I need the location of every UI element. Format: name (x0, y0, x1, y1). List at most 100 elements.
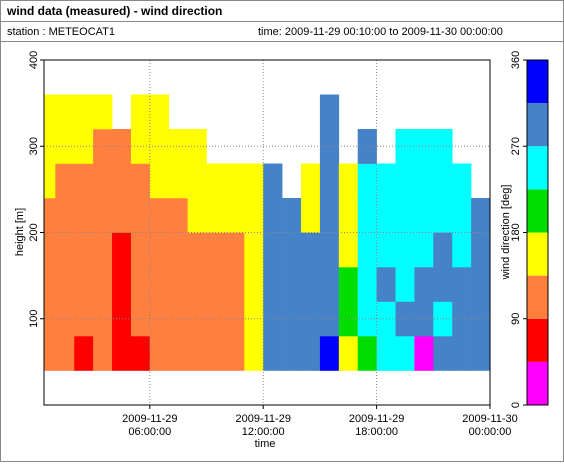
x-axis-label: time (255, 438, 276, 450)
cell (301, 198, 321, 233)
colorbar-band (527, 189, 548, 233)
x-tick-label: 2009-11-29 12:00:00 (235, 413, 290, 438)
colorbar-band (527, 232, 548, 276)
cell (93, 163, 113, 199)
cell (414, 267, 434, 302)
cell (74, 198, 94, 233)
cell (44, 163, 56, 199)
cell (93, 336, 113, 371)
time-range: time: 2009-11-29 00:10:00 to 2009-11-30 … (258, 26, 503, 38)
cell (55, 267, 75, 302)
cell (74, 94, 94, 130)
cell (301, 267, 321, 302)
cell (130, 198, 151, 233)
cell (414, 163, 434, 199)
colorbar-tick-label: 180 (510, 223, 522, 241)
cell (225, 232, 245, 268)
cell (149, 129, 170, 164)
cell (112, 301, 132, 337)
colorbar-label: wind direction [deg] (500, 185, 512, 281)
cell (319, 232, 340, 268)
x-tick-label: 2009-11-29 06:00:00 (122, 413, 177, 438)
cell (149, 301, 170, 337)
cell (55, 336, 75, 371)
cell (357, 163, 377, 199)
cell (282, 198, 302, 233)
colorbar-band (527, 318, 548, 362)
cell (44, 94, 56, 130)
cell (319, 94, 340, 130)
cell (112, 163, 132, 199)
colorbar-band (527, 103, 548, 147)
cell (433, 301, 453, 337)
cell (319, 163, 340, 199)
cell (471, 267, 490, 302)
cell (282, 336, 302, 371)
cell (452, 267, 472, 302)
cell (376, 163, 396, 199)
cell (414, 336, 434, 371)
cell (168, 301, 188, 337)
cell (112, 232, 132, 268)
cell (74, 232, 94, 268)
cell (168, 267, 188, 302)
cell (452, 232, 472, 268)
cell (168, 336, 188, 371)
cell (263, 198, 283, 233)
cell (376, 232, 396, 268)
cell (168, 129, 188, 164)
cell (319, 198, 340, 233)
cell (44, 198, 56, 233)
cell (414, 232, 434, 268)
colorbar-band (527, 146, 548, 190)
cell (376, 336, 396, 371)
cell (319, 336, 340, 371)
cell (357, 267, 377, 302)
x-tick-label: 2009-11-29 18:00:00 (349, 413, 404, 438)
cell (112, 267, 132, 302)
cell (263, 232, 283, 268)
cell (376, 198, 396, 233)
cell (149, 94, 170, 130)
cell (282, 301, 302, 337)
cell (395, 232, 415, 268)
cell (452, 163, 472, 199)
cell (225, 267, 245, 302)
cell (414, 301, 434, 337)
cell (168, 232, 188, 268)
cell (395, 336, 415, 371)
cell (395, 129, 415, 164)
cell (112, 198, 132, 233)
cell (55, 163, 75, 199)
cell (206, 198, 226, 233)
cell (206, 267, 226, 302)
cell (244, 267, 264, 302)
title: wind data (measured) - wind direction (6, 4, 222, 18)
cell (55, 198, 75, 233)
cell (471, 301, 490, 337)
colorbar-band (527, 60, 548, 104)
colorbar-tick-label: 90 (510, 313, 522, 325)
colorbar-band (527, 361, 548, 405)
cell (282, 267, 302, 302)
station: station : METEOCAT1 (7, 26, 115, 38)
cell (55, 129, 75, 164)
cell (301, 163, 321, 199)
cell (225, 198, 245, 233)
cell (395, 267, 415, 302)
x-tick-label: 2009-11-30 00:00:00 (462, 413, 517, 438)
cell (149, 232, 170, 268)
cell (282, 232, 302, 268)
cell (130, 163, 151, 199)
cell (471, 232, 490, 268)
cell (187, 267, 207, 302)
cell (263, 336, 283, 371)
cell (130, 232, 151, 268)
cell (74, 163, 94, 199)
cell (130, 336, 151, 371)
cell (395, 163, 415, 199)
cell (206, 163, 226, 199)
cell (357, 232, 377, 268)
cell (149, 163, 170, 199)
cell (357, 336, 377, 371)
